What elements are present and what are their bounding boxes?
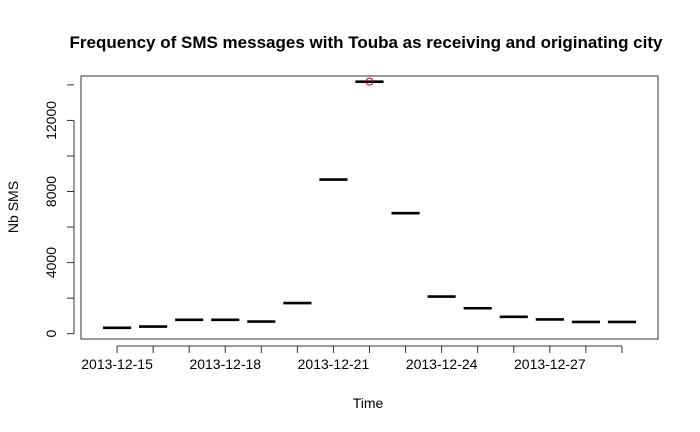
data-marks: [102, 77, 637, 330]
y-tick-label: 0: [43, 330, 59, 338]
y-tick-label: 8000: [43, 176, 59, 207]
chart-title: Frequency of SMS messages with Touba as …: [70, 33, 663, 52]
x-tick-label: 2013-12-21: [298, 356, 370, 372]
peak-marker: [365, 77, 374, 86]
x-axis-label: Time: [353, 395, 384, 411]
x-tick-label: 2013-12-18: [189, 356, 261, 372]
y-axis: 0 4000 8000 12000: [43, 84, 75, 338]
y-tick-label: 12000: [43, 101, 59, 140]
x-tick-label: 2013-12-15: [81, 356, 153, 372]
x-axis: 2013-12-15 2013-12-18 2013-12-21 2013-12-24…: [81, 345, 623, 372]
y-axis-label: Nb SMS: [5, 181, 21, 233]
x-tick-label: 2013-12-24: [406, 356, 478, 372]
y-tick-label: 4000: [43, 247, 59, 278]
plot-area: [80, 75, 659, 340]
x-tick-label: 2013-12-27: [514, 356, 586, 372]
